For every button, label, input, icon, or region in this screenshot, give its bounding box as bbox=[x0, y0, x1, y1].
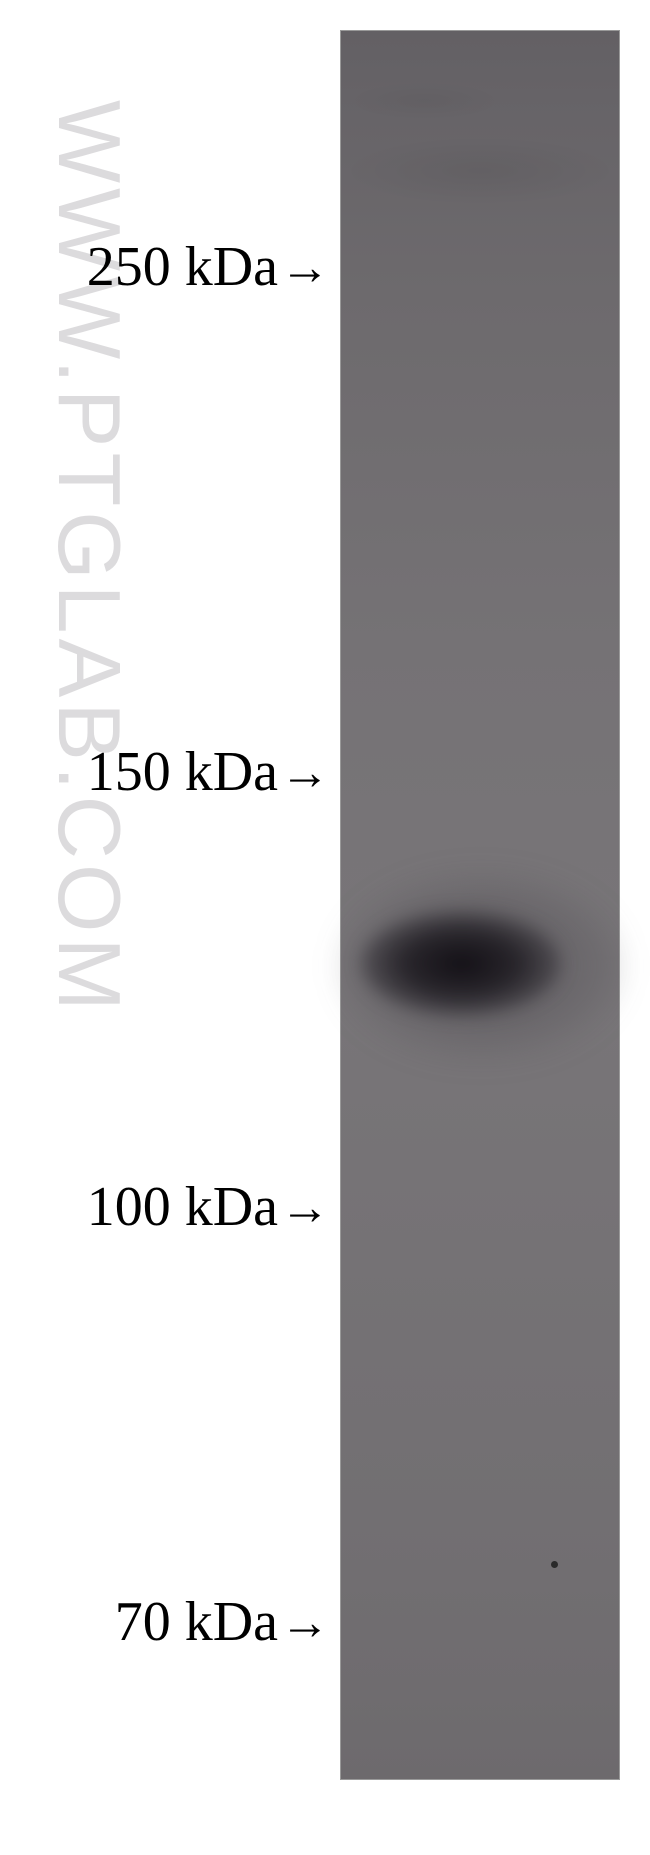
mw-marker-100: 100 kDa → bbox=[87, 1175, 330, 1239]
marker-label-text: 250 kDa bbox=[87, 235, 278, 299]
mw-marker-70: 70 kDa → bbox=[115, 1590, 330, 1654]
arrow-right-icon: → bbox=[280, 1178, 330, 1236]
marker-label-text: 70 kDa bbox=[115, 1590, 278, 1654]
figure-container: WWW.PTGLAB.COM 250 kDa → 150 kDa → 100 k… bbox=[0, 0, 650, 1855]
artifact-speck bbox=[551, 1561, 558, 1568]
mw-marker-250: 250 kDa → bbox=[87, 235, 330, 299]
arrow-right-icon: → bbox=[280, 743, 330, 801]
marker-label-text: 150 kDa bbox=[87, 740, 278, 804]
western-blot-lane bbox=[340, 30, 620, 1780]
arrow-right-icon: → bbox=[280, 1593, 330, 1651]
protein-band-main bbox=[361, 911, 561, 1016]
marker-label-text: 100 kDa bbox=[87, 1175, 278, 1239]
arrow-right-icon: → bbox=[280, 238, 330, 296]
mw-marker-150: 150 kDa → bbox=[87, 740, 330, 804]
